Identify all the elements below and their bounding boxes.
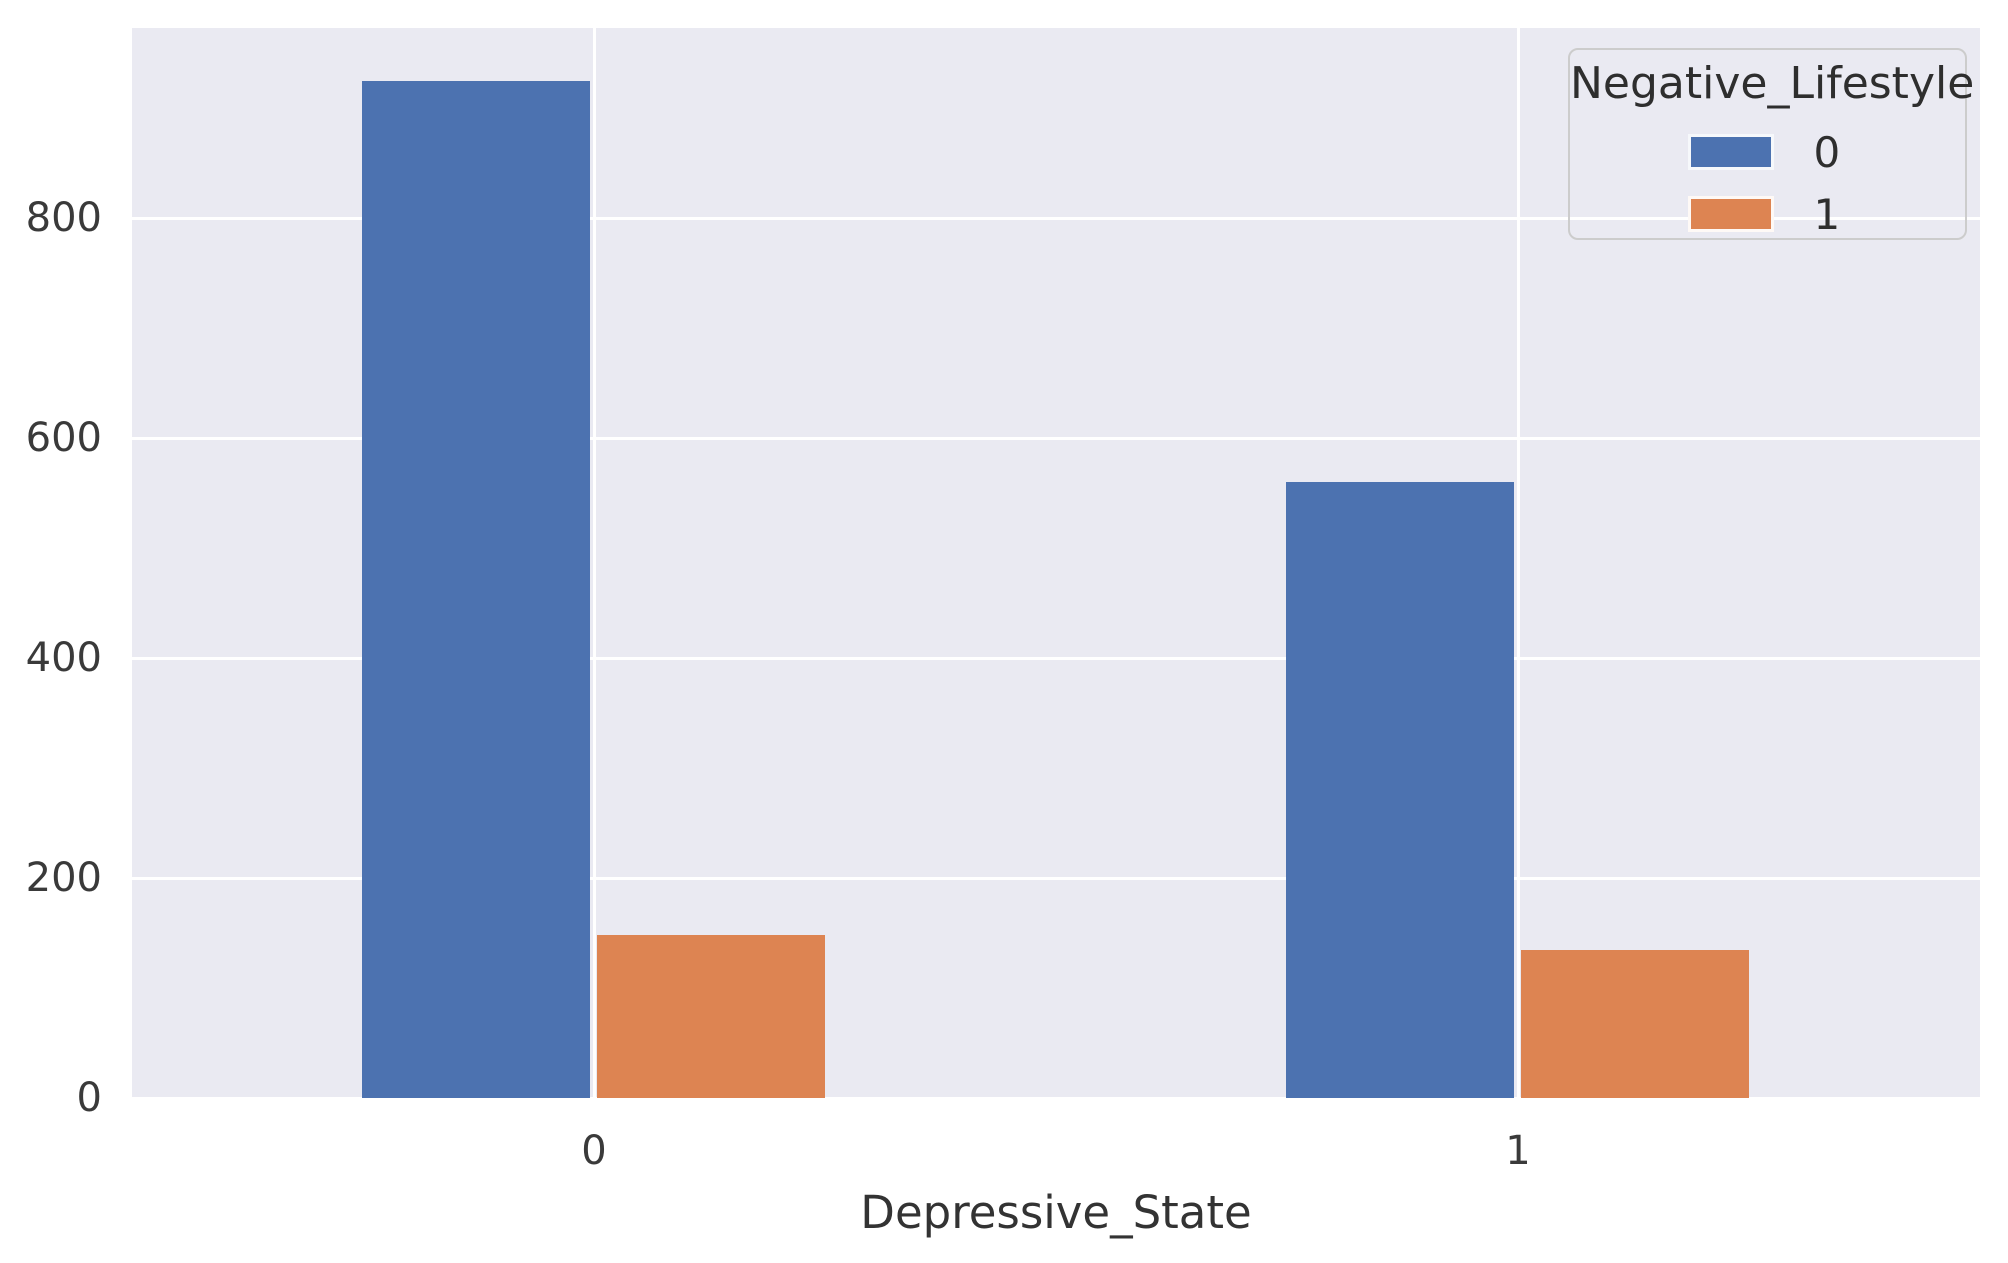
y-tick-400: 400 (25, 635, 102, 682)
y-tick-200: 200 (25, 855, 102, 902)
legend-row-1: 1 (1687, 188, 1848, 240)
legend-label-0: 0 (1813, 127, 1841, 177)
y-tick-800: 800 (25, 195, 102, 242)
legend-label-1: 1 (1813, 189, 1841, 239)
gridline-v-0 (592, 28, 596, 1098)
legend-row-0: 0 (1687, 126, 1848, 178)
x-tick-0: 0 (581, 1128, 607, 1174)
gridline-h-400 (132, 656, 1980, 660)
y-tick-0: 0 (76, 1075, 102, 1121)
gridline-h-800 (132, 216, 1980, 220)
gridline-h-600 (132, 436, 1980, 440)
x-axis-label: Depressive_State (860, 1186, 1252, 1239)
legend-title: Negative_Lifestyle (1570, 58, 1975, 109)
legend-swatch-0 (1687, 134, 1774, 170)
bar-series1-cat1 (1521, 949, 1749, 1098)
gridline-h-200 (132, 876, 1980, 880)
y-tick-600: 600 (25, 415, 102, 462)
bar-series0-cat1 (1286, 482, 1514, 1098)
x-tick-1: 1 (1505, 1128, 1531, 1174)
legend-swatch-1 (1687, 196, 1774, 232)
gridline-h-0 (132, 1096, 1980, 1098)
bar-series1-cat0 (597, 935, 825, 1098)
bar-series0-cat0 (362, 80, 590, 1098)
gridline-v-1 (1516, 28, 1520, 1098)
